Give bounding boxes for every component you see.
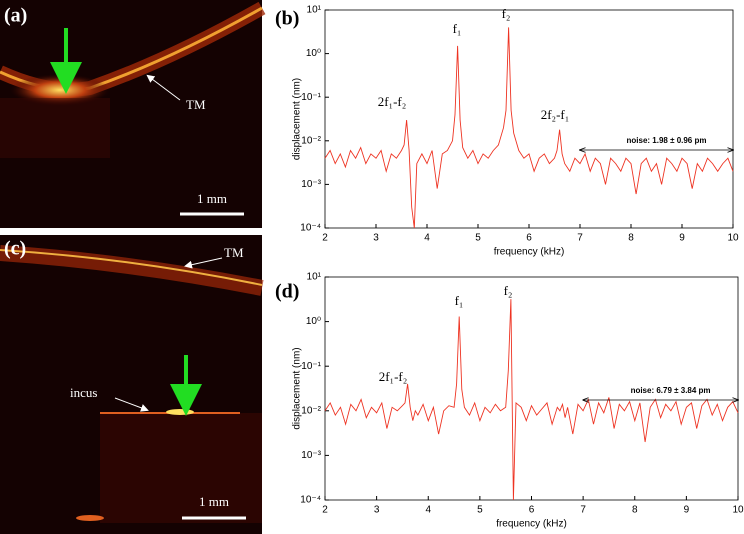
x-tick-label: 5 bbox=[477, 505, 483, 516]
y-tick-label: 10⁰ bbox=[306, 316, 321, 327]
peak-label: f₁ bbox=[453, 21, 462, 36]
peak-label: 2f₁-f₂ bbox=[378, 94, 407, 109]
x-tick-label: 6 bbox=[526, 233, 532, 244]
x-tick-label: 8 bbox=[632, 505, 638, 516]
panel-label: (b) bbox=[275, 8, 299, 30]
annotation: TM bbox=[186, 97, 206, 112]
y-tick-label: 10¹ bbox=[307, 5, 322, 16]
x-tick-label: 9 bbox=[679, 233, 685, 244]
y-tick-label: 10⁻¹ bbox=[301, 92, 321, 103]
peak-label: 2f₂-f₁ bbox=[541, 107, 570, 122]
noise-label: noise: 1.98 ± 0.96 pm bbox=[627, 136, 707, 145]
y-axis-label: displacement (nm) bbox=[292, 347, 303, 429]
y-tick-label: 10⁻² bbox=[301, 135, 321, 146]
x-tick-label: 3 bbox=[374, 505, 380, 516]
panel-label: (a) bbox=[4, 5, 27, 27]
y-tick-label: 10⁻¹ bbox=[301, 361, 321, 372]
x-tick-label: 7 bbox=[577, 233, 583, 244]
spectrum-line bbox=[324, 299, 739, 501]
x-tick-label: 10 bbox=[732, 505, 744, 516]
x-tick-label: 8 bbox=[628, 233, 634, 244]
panel-label: (c) bbox=[4, 238, 26, 260]
oct-image-c bbox=[0, 235, 264, 534]
y-tick-label: 10⁻³ bbox=[301, 179, 321, 190]
noise-label: noise: 6.79 ± 3.84 pm bbox=[631, 386, 711, 395]
annotation: TM bbox=[224, 245, 244, 260]
x-tick-label: 3 bbox=[373, 233, 379, 244]
scale-bar-label: 1 mm bbox=[199, 494, 229, 509]
x-tick-label: 5 bbox=[475, 233, 481, 244]
peak-label: f₁ bbox=[455, 293, 464, 308]
y-tick-label: 10⁻³ bbox=[301, 450, 321, 461]
y-axis-label: displacement (nm) bbox=[292, 78, 303, 160]
x-tick-label: 2 bbox=[322, 505, 328, 516]
x-tick-label: 9 bbox=[684, 505, 690, 516]
peak-label: f₂ bbox=[502, 6, 511, 21]
x-tick-label: 4 bbox=[425, 505, 431, 516]
y-tick-label: 10¹ bbox=[307, 272, 322, 283]
x-tick-label: 2 bbox=[322, 233, 328, 244]
x-tick-label: 10 bbox=[727, 233, 739, 244]
x-tick-label: 6 bbox=[529, 505, 535, 516]
y-tick-label: 10⁻⁴ bbox=[300, 495, 321, 506]
plot-frame bbox=[324, 9, 734, 229]
peak-label: f₂ bbox=[504, 283, 513, 298]
annotation: incus bbox=[70, 385, 97, 400]
x-axis-label: frequency (kHz) bbox=[496, 519, 567, 530]
x-tick-label: 4 bbox=[424, 233, 430, 244]
y-tick-label: 10⁻⁴ bbox=[300, 223, 321, 234]
y-tick-label: 10⁻² bbox=[301, 405, 321, 416]
x-axis-label: frequency (kHz) bbox=[494, 247, 565, 258]
spectrum-line bbox=[324, 27, 734, 229]
peak-label: 2f₁-f₂ bbox=[379, 369, 408, 384]
oct-image-a bbox=[0, 0, 266, 228]
scale-bar-label: 1 mm bbox=[197, 191, 227, 206]
x-tick-label: 7 bbox=[580, 505, 586, 516]
panel-label: (d) bbox=[275, 281, 299, 303]
y-tick-label: 10⁰ bbox=[306, 48, 321, 59]
